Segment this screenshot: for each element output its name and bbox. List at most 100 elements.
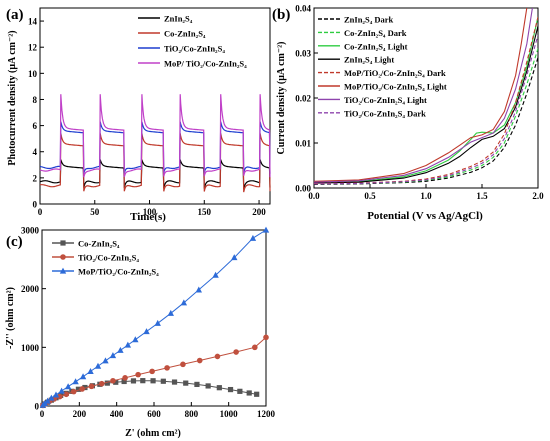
data-point xyxy=(216,385,222,391)
x-tick-label: 200 xyxy=(252,207,266,217)
series-line xyxy=(314,8,533,183)
data-point xyxy=(214,353,221,360)
data-point xyxy=(60,254,66,260)
data-point xyxy=(150,378,156,384)
data-point xyxy=(132,336,139,343)
y-tick-label: 2000 xyxy=(21,284,40,294)
data-point xyxy=(82,384,88,391)
y-tick-label: 14 xyxy=(28,17,38,27)
legend-item: TiO₂/Co-ZnIn₂S₄ xyxy=(138,44,225,54)
legend-label: Co-ZnIn₂S₄ xyxy=(164,29,206,39)
data-point xyxy=(64,383,72,390)
data-point xyxy=(72,378,79,385)
legend-label: ZnIn₂S₄ xyxy=(164,14,193,24)
panel-label-b: (b) xyxy=(272,7,290,23)
data-point xyxy=(196,357,203,364)
series-line xyxy=(39,94,271,178)
x-tick-label: 0 xyxy=(40,409,45,419)
legend-label: TiO₂/Co-ZnIn₂S₄ xyxy=(78,253,139,263)
data-point xyxy=(102,357,109,364)
legend-item: Co-ZnIn₂S₄ xyxy=(138,29,206,39)
data-point xyxy=(254,391,260,397)
legend-item: ZnIn₂S₄ Dark xyxy=(318,15,394,25)
legend-item: Co-ZnIn₂S₄ Light xyxy=(318,41,408,51)
y-tick-label: 12 xyxy=(28,43,38,53)
legend-item: MoP/TiO₂/Co-ZnIn₂S₄ xyxy=(52,267,159,277)
x-tick-label: 0 xyxy=(38,207,43,217)
data-point xyxy=(79,373,87,380)
legend-label: TiO₂/Co-ZnIn₂S₄ Light xyxy=(344,95,427,105)
legend: ZnIn₂S₄ Dark Co-ZnIn₂S₄ Dark Co-ZnIn₂S₄ Li… xyxy=(318,15,447,118)
data-point xyxy=(48,394,55,401)
data-point xyxy=(79,386,85,392)
x-tick-label: 1000 xyxy=(220,409,239,419)
y-tick-label: 3000 xyxy=(21,226,40,236)
legend: ZnIn₂S₄ Co-ZnIn₂S₄ TiO₂/Co-ZnIn₂S₄ MoP/ TiO… xyxy=(138,14,247,69)
legend-label: Co-ZnIn₂S₄ Dark xyxy=(344,28,407,38)
data-point xyxy=(231,254,238,261)
panel-label-a: (a) xyxy=(6,7,24,23)
data-point xyxy=(135,371,141,378)
chart-b-ylabel: Current density (μA cm⁻²) xyxy=(276,42,287,155)
y-tick-label: 0.01 xyxy=(295,139,311,149)
data-point xyxy=(262,226,270,233)
data-point xyxy=(212,271,219,278)
data-point xyxy=(180,361,186,368)
data-point xyxy=(94,362,102,369)
legend-item: ZnIn₂S₄ Light xyxy=(318,55,394,65)
y-tick-label: 0.04 xyxy=(295,4,311,14)
data-point xyxy=(122,375,128,381)
data-point xyxy=(249,234,257,241)
data-point xyxy=(58,387,65,394)
chart-c-ylabel: -Z'' (ohm cm²) xyxy=(5,287,16,349)
series-group xyxy=(39,226,270,408)
chart-b: 0.0 0.5 1.0 1.5 2.0 0.00 0.01 0.02 0.03 0.04 ZnIn₂… xyxy=(295,4,544,202)
legend-label: MoP/TiO₂/Co-ZnIn₂S₄ xyxy=(78,267,159,277)
data-point xyxy=(113,379,119,385)
chart-a-ylabel: Photocurrent density (μA cm⁻²) xyxy=(7,30,18,165)
legend-item: MoP/TiO₂/Co-ZnIn₂S₄ Light xyxy=(318,82,447,92)
data-point xyxy=(164,365,170,371)
legend: Co-ZnIn₂S₄ TiO₂/Co-ZnIn₂S₄ MoP/TiO₂/Co-ZnI… xyxy=(52,239,159,277)
legend-label: MoP/ TiO₂/Co-ZnIn₂S₄ xyxy=(164,59,247,69)
data-point xyxy=(194,381,200,388)
legend-label: Co-ZnIn₂S₄ xyxy=(78,239,120,249)
data-point xyxy=(143,328,150,335)
y-tick-label: 10 xyxy=(28,69,38,79)
data-point xyxy=(252,344,258,351)
data-point xyxy=(52,391,60,398)
y-tick-label: 4 xyxy=(33,147,38,157)
x-tick-label: 800 xyxy=(185,409,199,419)
data-point xyxy=(88,383,95,390)
data-point xyxy=(44,397,51,404)
data-point xyxy=(263,334,269,341)
chart-a: 0 50 100 150 200 0 2 4 6 8 10 12 14 ZnIn₂S₄ Co-ZnIn₂S₄… xyxy=(28,7,271,217)
y-tick-label: 0.02 xyxy=(295,94,311,104)
data-point xyxy=(75,386,81,392)
chart-a-xlabel: Time(s) xyxy=(130,211,166,223)
chart-c: 0 200 400 600 800 1000 1200 0 1000 2000 3000 Co-ZnI… xyxy=(21,226,276,420)
series-line xyxy=(39,159,271,190)
x-tick-label: 150 xyxy=(198,207,212,217)
series-line xyxy=(314,34,538,185)
data-point xyxy=(110,377,116,384)
legend-item: TiO₂/Co-ZnIn₂S₄ Light xyxy=(318,95,427,105)
data-point xyxy=(124,341,132,348)
legend-item: MoP/ TiO₂/Co-ZnIn₂S₄ xyxy=(138,59,247,69)
series-line xyxy=(314,25,538,184)
x-tick-label: 50 xyxy=(90,207,100,217)
legend-item: Co-ZnIn₂S₄ xyxy=(52,239,120,249)
data-point xyxy=(149,368,155,375)
data-point xyxy=(171,379,178,385)
legend-label: ZnIn₂S₄ Dark xyxy=(344,15,394,25)
data-point xyxy=(205,383,211,389)
chart-c-xlabel: Z' (ohm cm²) xyxy=(125,428,181,439)
y-tick-label: 0 xyxy=(35,402,40,412)
data-point xyxy=(56,393,63,400)
y-tick-label: 1000 xyxy=(21,343,40,353)
legend-label: Co-ZnIn₂S₄ Light xyxy=(344,41,408,51)
data-point xyxy=(117,346,124,353)
legend-item: Co-ZnIn₂S₄ Dark xyxy=(318,28,407,38)
legend-label: TiO₂/Co-ZnIn₂S₄ xyxy=(164,44,225,54)
